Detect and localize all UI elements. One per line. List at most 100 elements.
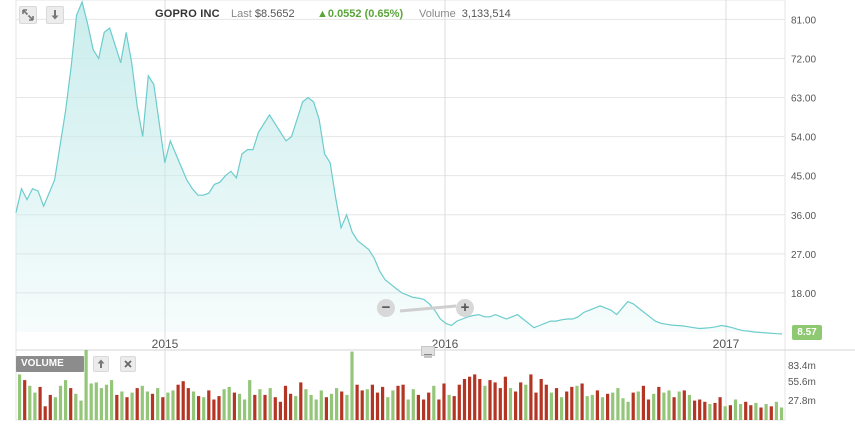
volume-bar [28,385,32,420]
volume-bar [498,388,502,420]
volume-bar [84,350,88,420]
volume-bar [202,397,206,420]
volume-bar [621,398,625,420]
volume-bar [503,376,507,420]
zoom-out-button[interactable]: − [377,299,395,317]
volume-bar [58,385,63,420]
volume-bar [79,400,83,420]
volume-bar [370,384,374,420]
volume-bar [304,389,308,420]
volume-bar [575,385,579,420]
volume-bar [462,379,467,420]
last-price-badge: 8.57 [792,325,822,340]
price-y-axis: 81.00 72.00 63.00 54.00 45.00 36.00 27.00 18.00 [791,15,816,300]
volume-bar [324,397,328,420]
grip-lines-icon [424,354,432,358]
volume-bar [580,383,584,420]
volume-bar [329,393,334,420]
volume-bar [764,404,768,420]
volume-bar [519,382,523,420]
volume-bar [677,391,681,420]
change-value: 0.0552 (0.65%) [327,8,404,20]
arrow-up-icon [97,359,105,368]
volume-bar [749,405,753,420]
download-button[interactable] [46,6,64,24]
volume-bar [744,401,748,420]
volume-bar [631,392,635,420]
y-tick-label: 63.00 [791,94,816,105]
volume-bar [115,394,119,420]
volume-bar [514,391,518,420]
volume-bar [708,404,712,420]
expand-button[interactable] [19,6,37,24]
panel-resize-handle[interactable] [421,346,435,358]
volume-bar [43,406,47,420]
close-panel-button[interactable] [120,356,136,372]
volume-bar [662,392,666,420]
volume-bar [703,401,707,420]
volume-value: 3,133,514 [461,8,511,20]
volume-bar [156,388,160,420]
volume-bar [774,401,778,420]
volume-bar [396,385,400,420]
volume-bar [442,383,446,420]
volume-bars [18,350,784,420]
y-tick-label: 72.00 [791,54,816,65]
volume-bar [391,390,395,420]
zoom-slider-track[interactable] [399,304,457,313]
volume-bar [416,394,420,420]
volume-bar [381,386,385,420]
expand-arrows-icon [22,9,34,21]
volume-bar [135,388,139,420]
volume-readout: Volume 3,133,514 [419,8,511,20]
volume-bar [672,397,676,420]
last-value: $8.5652 [254,8,295,20]
volume-bar [299,382,303,420]
volume-bar [94,382,98,420]
x-tick-label: 2016 [432,337,459,351]
volume-bar [375,392,380,420]
volume-bar [268,388,272,420]
volume-bar [258,389,262,420]
minus-icon: − [381,299,391,316]
volume-bar [549,392,553,420]
volume-bar [468,376,472,420]
volume-bar [483,385,487,420]
volume-tick-label: 55.6m [788,377,816,388]
volume-bar [74,393,78,420]
volume-bar [386,397,390,420]
volume-bar [171,390,175,420]
volume-bar [733,399,738,420]
volume-bar [273,397,277,420]
volume-panel-label: VOLUME [16,356,84,372]
zoom-in-button[interactable]: + [456,299,474,317]
y-tick-label: 45.00 [791,172,816,183]
volume-bar [718,397,722,420]
volume-bar [309,394,313,420]
volume-bar [739,404,743,420]
volume-bar [176,384,180,420]
volume-bar [294,396,298,420]
volume-bar [427,392,431,420]
volume-bar [289,393,293,420]
volume-bar [437,399,441,420]
volume-bar [457,384,461,420]
volume-bar [616,388,620,420]
price-line [15,0,783,335]
volume-bar [125,397,129,420]
volume-bar [207,390,211,420]
volume-bar [283,385,288,420]
volume-bar [33,392,37,420]
volume-bar [48,394,52,420]
volume-bar [360,390,364,420]
download-arrow-icon [51,10,59,20]
volume-bar [232,392,236,420]
volume-bar [99,388,103,420]
volume-bar [687,394,691,420]
price-area-fill [16,2,782,334]
x-tick-label: 2017 [713,337,740,351]
x-tick-label: 2015 [152,337,179,351]
volume-bar [657,386,661,420]
move-panel-up-button[interactable] [93,356,109,372]
